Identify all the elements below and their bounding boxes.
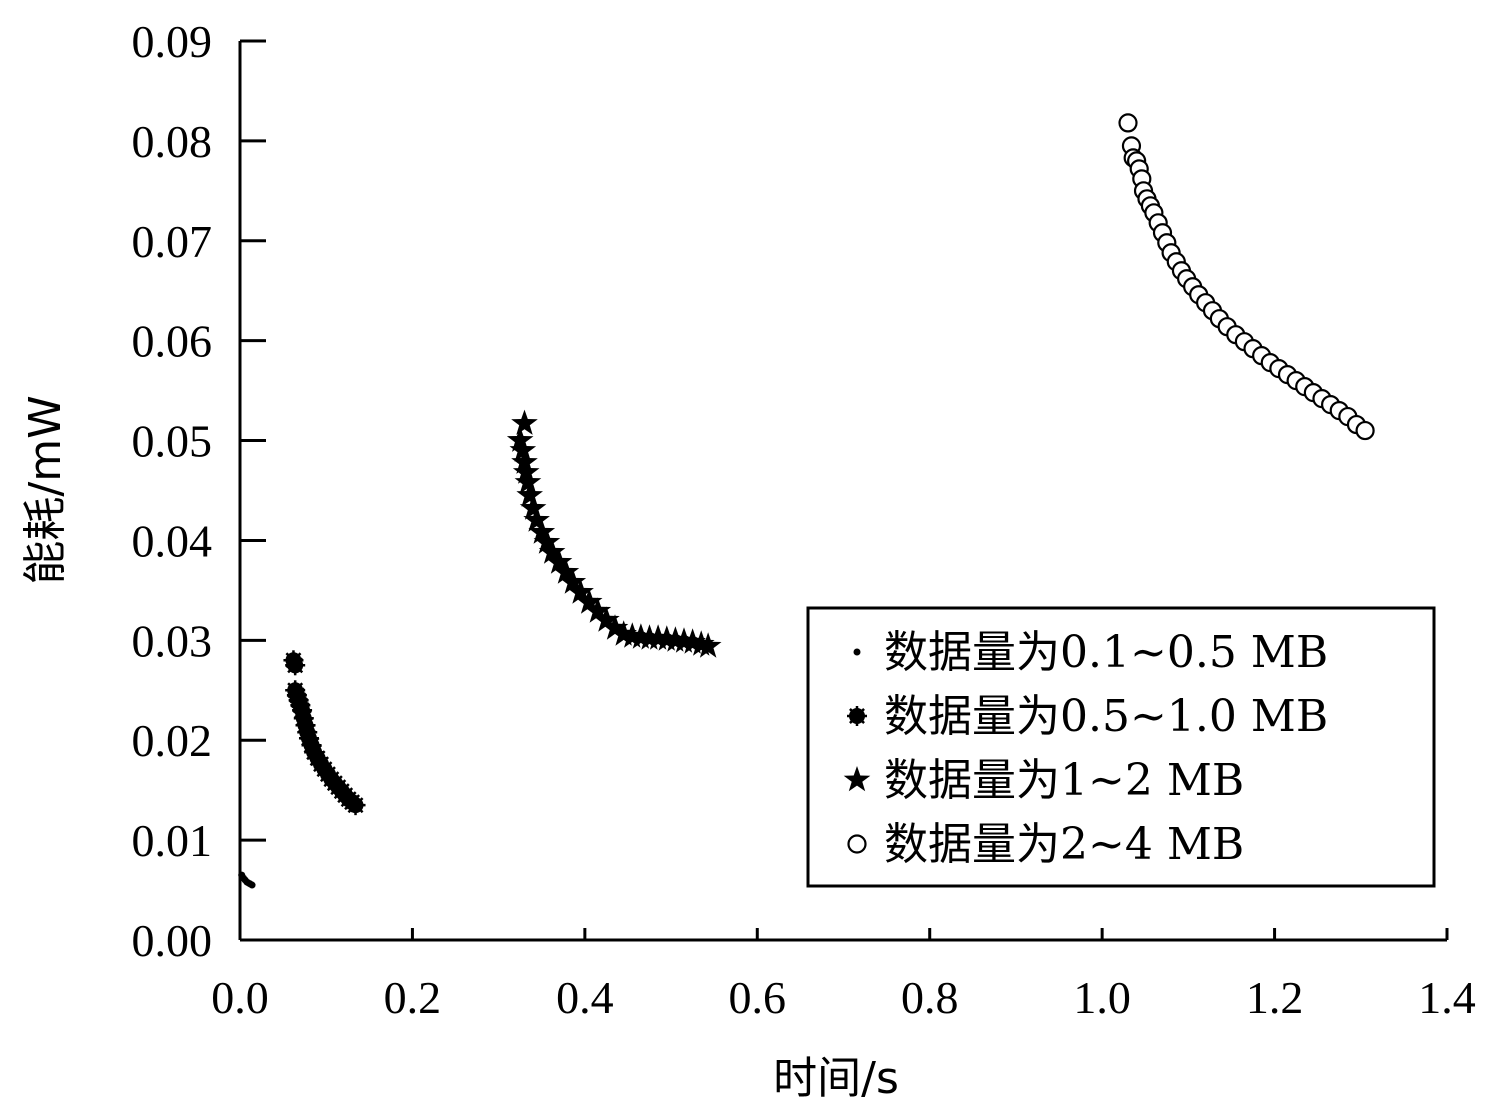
x-tick-label: 1.2 [1246, 972, 1304, 1023]
data-point [512, 458, 540, 484]
axes [238, 41, 1447, 942]
y-tick-label: 0.04 [132, 515, 213, 566]
data-point [511, 448, 538, 474]
data-point [567, 578, 594, 604]
legend-marker-series-4 [847, 834, 867, 854]
x-tick-label: 0.0 [211, 972, 269, 1023]
y-axis-title: 能耗/mW [20, 395, 71, 584]
data-point [601, 614, 629, 640]
data-point [248, 881, 256, 889]
legend-label-series-3: 数据量为1~2 MB [884, 755, 1244, 806]
data-point [285, 655, 306, 676]
data-point [506, 426, 534, 452]
y-tick-label: 0.07 [132, 216, 213, 267]
legend-label-series-2: 数据量为0.5~1.0 MB [884, 691, 1328, 742]
x-tick-label: 0.4 [556, 972, 614, 1023]
y-tick-label: 0.02 [132, 715, 213, 766]
data-points [238, 113, 1375, 889]
x-axis-title: 时间/s [773, 1053, 899, 1104]
y-tick-label: 0.01 [132, 815, 213, 866]
legend-label-series-4: 数据量为2~4 MB [884, 819, 1244, 870]
series-1 [238, 871, 256, 889]
data-point [514, 468, 542, 494]
series-4 [1118, 113, 1375, 441]
data-point [584, 597, 612, 623]
y-tick-label: 0.08 [132, 116, 213, 167]
series-2 [283, 650, 366, 816]
legend-marker-series-3 [843, 766, 871, 792]
data-point [559, 568, 587, 594]
data-point [345, 795, 366, 816]
y-tick-label: 0.05 [132, 416, 213, 467]
data-point [528, 518, 556, 544]
data-point [1118, 113, 1138, 133]
data-point [545, 548, 573, 574]
data-point [519, 494, 547, 520]
legend-label-series-1: 数据量为0.1~0.5 MB [884, 627, 1328, 678]
x-tick-label: 0.6 [729, 972, 787, 1023]
legend-marker-series-2 [847, 706, 867, 726]
data-point [523, 506, 550, 532]
data-point [1355, 420, 1375, 441]
data-point [593, 606, 620, 632]
data-point [533, 528, 561, 554]
x-tick-label: 0.2 [384, 972, 442, 1023]
data-point [509, 436, 537, 462]
legend: 数据量为0.1~0.5 MB 数据量为0.5~1.0 MB 数据量为1~2 MB… [806, 606, 1436, 888]
series-3 [506, 409, 722, 658]
data-point [694, 632, 722, 658]
x-tick-label: 1.0 [1073, 972, 1131, 1023]
y-tick-label: 0.09 [132, 16, 213, 67]
data-point [552, 558, 580, 584]
axis-ticks: 0.0 0.2 0.4 0.6 0.8 1.0 1.2 1.4 0.00 0.01 0.02 0.03… [132, 16, 1476, 1023]
legend-marker-series-1 [853, 648, 861, 656]
data-point [511, 409, 538, 435]
x-tick-label: 0.8 [901, 972, 959, 1023]
legend-box [806, 606, 1436, 888]
data-point [516, 481, 543, 507]
y-tick-label: 0.03 [132, 615, 213, 666]
y-tick-label: 0.00 [132, 915, 213, 966]
y-tick-label: 0.06 [132, 316, 213, 367]
data-point [538, 538, 566, 564]
legend-markers [843, 648, 871, 854]
x-tick-label: 1.4 [1418, 972, 1476, 1023]
data-point [575, 588, 603, 614]
